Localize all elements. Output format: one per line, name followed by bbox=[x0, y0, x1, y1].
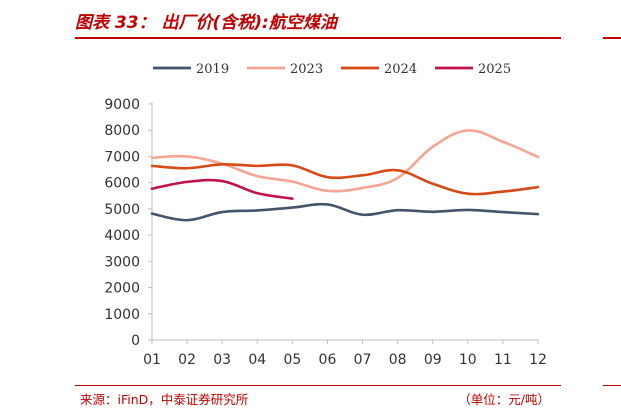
title-bar: 图表 33： 出厂价(含税):航空煤油 bbox=[0, 0, 600, 38]
y-tick-label: 4000 bbox=[104, 228, 140, 244]
x-tick-label: 05 bbox=[283, 352, 301, 368]
x-tick-label: 04 bbox=[248, 352, 266, 368]
x-tick-label: 03 bbox=[213, 352, 231, 368]
x-tick-label: 11 bbox=[494, 352, 512, 368]
series-line-2023 bbox=[150, 129, 540, 193]
footer-divider bbox=[75, 385, 561, 386]
y-tick-label: 3000 bbox=[104, 254, 140, 270]
series-lines bbox=[150, 129, 540, 222]
y-tick-label: 2000 bbox=[104, 281, 140, 297]
series-line-2024 bbox=[150, 162, 540, 196]
y-tick-label: 7000 bbox=[104, 149, 140, 165]
footer-divider-right bbox=[603, 385, 621, 386]
legend-label-2019: 2019 bbox=[196, 62, 229, 77]
y-tick-label: 0 bbox=[131, 333, 140, 349]
axes: 0 1000 2000 3000 4000 5000 6000 7000 8000 9000 01 0… bbox=[104, 97, 547, 368]
legend-label-2024: 2024 bbox=[384, 62, 417, 77]
legend-label-2025: 2025 bbox=[478, 62, 511, 77]
y-tick-label: 5000 bbox=[104, 202, 140, 218]
x-tick-label: 08 bbox=[389, 352, 407, 368]
x-tick-label: 12 bbox=[529, 352, 547, 368]
x-tick-label: 06 bbox=[319, 352, 337, 368]
x-tick-label: 10 bbox=[459, 352, 477, 368]
unit-note: （单位：元/吨） bbox=[458, 392, 550, 407]
chart-title: 图表 33： 出厂价(含税):航空煤油 bbox=[75, 13, 337, 33]
legend: 2019 2023 2024 2025 bbox=[153, 62, 511, 77]
x-tick-label: 07 bbox=[354, 352, 372, 368]
y-tick-label: 8000 bbox=[104, 123, 140, 139]
line-chart: 2019 2023 2024 2025 0 1000 2000 3000 4000 5000 60… bbox=[104, 62, 547, 368]
y-tick-label: 9000 bbox=[104, 97, 140, 113]
x-tick-label: 01 bbox=[143, 352, 161, 368]
source-note: 来源：iFinD，中泰证券研究所 bbox=[80, 392, 249, 407]
x-tick-label: 02 bbox=[178, 352, 196, 368]
y-tick-label: 1000 bbox=[104, 307, 140, 323]
title-divider bbox=[75, 37, 561, 39]
legend-label-2023: 2023 bbox=[290, 62, 323, 77]
series-line-2025 bbox=[150, 178, 294, 200]
series-line-2019 bbox=[150, 202, 540, 222]
x-tick-label: 09 bbox=[424, 352, 442, 368]
y-tick-label: 6000 bbox=[104, 176, 140, 192]
title-divider-right bbox=[603, 37, 621, 39]
